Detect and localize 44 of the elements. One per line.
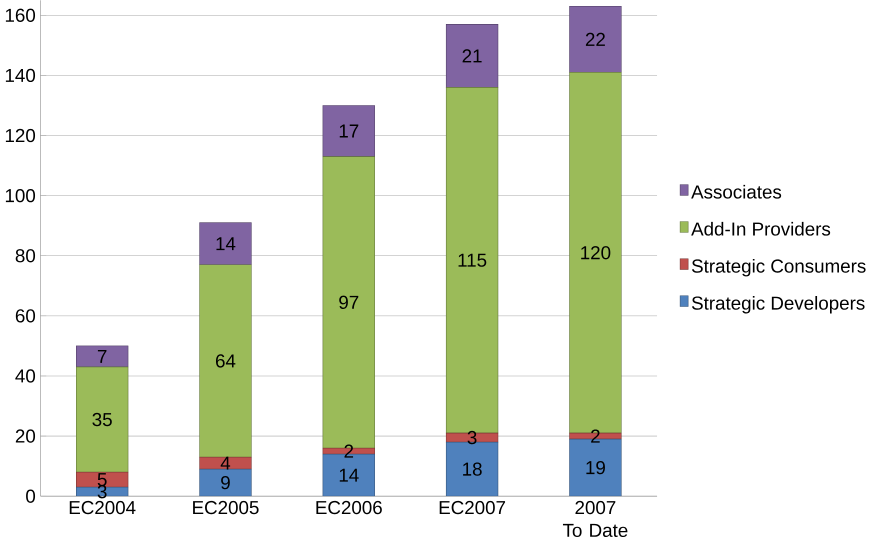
x-tick-label: EC2007 xyxy=(440,500,506,514)
data-label: 19 xyxy=(586,460,605,474)
data-label: 120 xyxy=(581,246,610,260)
bar xyxy=(199,264,252,458)
x-tick-label: EC2006 xyxy=(316,500,382,514)
data-label: 97 xyxy=(339,295,358,309)
data-label: 115 xyxy=(458,253,486,267)
bar xyxy=(76,366,128,472)
x-tick-label: EC2004 xyxy=(70,500,136,514)
data-label: 3 xyxy=(468,430,476,444)
data-label: 18 xyxy=(463,462,482,476)
bar xyxy=(446,24,498,88)
data-label: 22 xyxy=(586,32,605,46)
legend-label: Strategic Developers xyxy=(692,296,865,314)
bar xyxy=(199,468,252,496)
y-tick-label: 120 xyxy=(6,128,36,142)
y-tick-label: 100 xyxy=(6,188,36,202)
x-tick-label: 2007 To Date xyxy=(562,500,628,537)
bar xyxy=(322,104,375,157)
data-label: 35 xyxy=(92,412,112,426)
legend-label: Add-In Providers xyxy=(691,222,830,236)
data-label: 14 xyxy=(216,237,236,250)
data-label: 64 xyxy=(216,354,236,368)
data-label: 21 xyxy=(462,49,482,62)
bar xyxy=(76,472,128,488)
y-tick-label: 0 xyxy=(26,489,36,503)
y-tick-label: 140 xyxy=(6,68,36,82)
bar xyxy=(76,345,128,367)
data-label: 17 xyxy=(340,124,358,138)
y-tick-label: 40 xyxy=(15,369,36,382)
y-tick-label: 160 xyxy=(6,8,36,22)
y-tick-label: 20 xyxy=(16,429,36,442)
data-label: 9 xyxy=(221,476,230,490)
y-tick-label: 80 xyxy=(16,248,36,262)
bar xyxy=(199,222,252,265)
data-label: 4 xyxy=(220,456,230,470)
data-label: 7 xyxy=(98,350,106,363)
legend-label: Associates xyxy=(691,184,782,198)
x-tick-label: EC2005 xyxy=(193,500,259,514)
y-tick-label: 60 xyxy=(16,308,36,322)
bar xyxy=(569,6,622,72)
bar xyxy=(446,432,498,442)
data-label: 14 xyxy=(340,468,359,482)
legend-label: Strategic Consumers xyxy=(692,258,866,276)
